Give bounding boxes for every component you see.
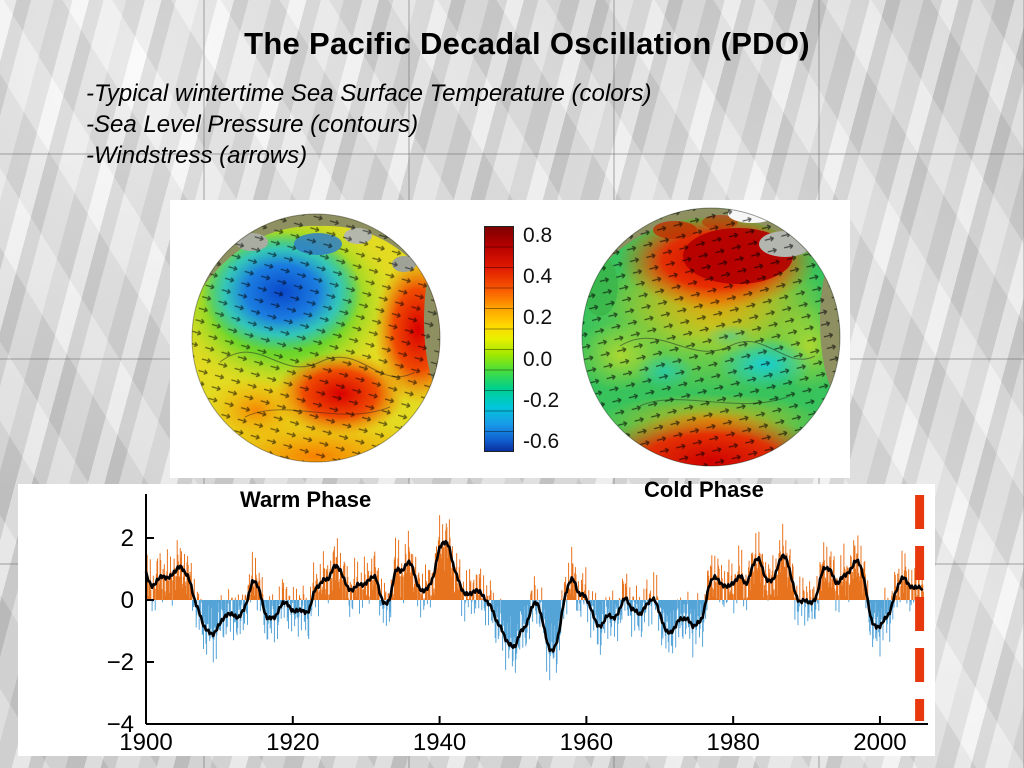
negative-anomaly-bars [151, 600, 922, 681]
y-tick-label: −2 [107, 649, 134, 676]
colorbar-gradient [484, 226, 514, 452]
bullet-slp: -Sea Level Pressure (contours) [86, 111, 419, 138]
colorbar-tick: 0.2 [523, 306, 553, 330]
colorbar-tick: 0.4 [523, 265, 553, 289]
x-tick-label: 1940 [413, 729, 466, 756]
pdo-timeseries-panel: −4 −2 0 2 1900 1920 1940 1960 1980 2000 [18, 484, 935, 756]
bullet-sst: -Typical wintertime Sea Surface Temperat… [86, 80, 652, 107]
x-tick-label: 2000 [853, 729, 906, 756]
windstress-arrows [192, 214, 440, 462]
y-tick-label: 0 [121, 587, 134, 614]
windstress-arrows [582, 208, 840, 466]
x-tick-label: 1960 [560, 729, 613, 756]
colorbar: 0.8 0.4 0.2 0.0 -0.2 -0.6 [484, 224, 560, 453]
y-tick-label: 2 [121, 525, 134, 552]
colorbar-tick-labels: 0.8 0.4 0.2 0.0 -0.2 -0.6 [523, 224, 560, 453]
y-tick-label: −4 [107, 711, 134, 738]
cold-phase-label: Cold Phase [644, 477, 764, 502]
bullet-list: -Typical wintertime Sea Surface Temperat… [86, 78, 652, 171]
smoothed-pdo-line [144, 539, 924, 653]
globes-figure-panel: 0.8 0.4 0.2 0.0 -0.2 -0.6 [170, 200, 850, 478]
warm-phase-label: Warm Phase [240, 487, 372, 512]
cold-phase-globe-map [581, 207, 841, 467]
slide-title: The Pacific Decadal Oscillation (PDO) [244, 26, 810, 61]
pdo-timeseries-chart: −4 −2 0 2 1900 1920 1940 1960 1980 2000 [107, 494, 928, 756]
colorbar-tick: -0.6 [523, 429, 560, 453]
colorbar-tick: 0.8 [523, 224, 553, 247]
warm-phase-globe-map [191, 213, 441, 463]
bullet-windstress: -Windstress (arrows) [86, 142, 308, 169]
positive-anomaly-bars [145, 515, 924, 600]
colorbar-tick: -0.2 [523, 388, 560, 412]
colorbar-tick: 0.0 [523, 347, 553, 371]
x-tick-label: 1980 [706, 729, 759, 756]
x-tick-label: 1920 [266, 729, 319, 756]
x-tick-label: 1900 [119, 729, 172, 756]
